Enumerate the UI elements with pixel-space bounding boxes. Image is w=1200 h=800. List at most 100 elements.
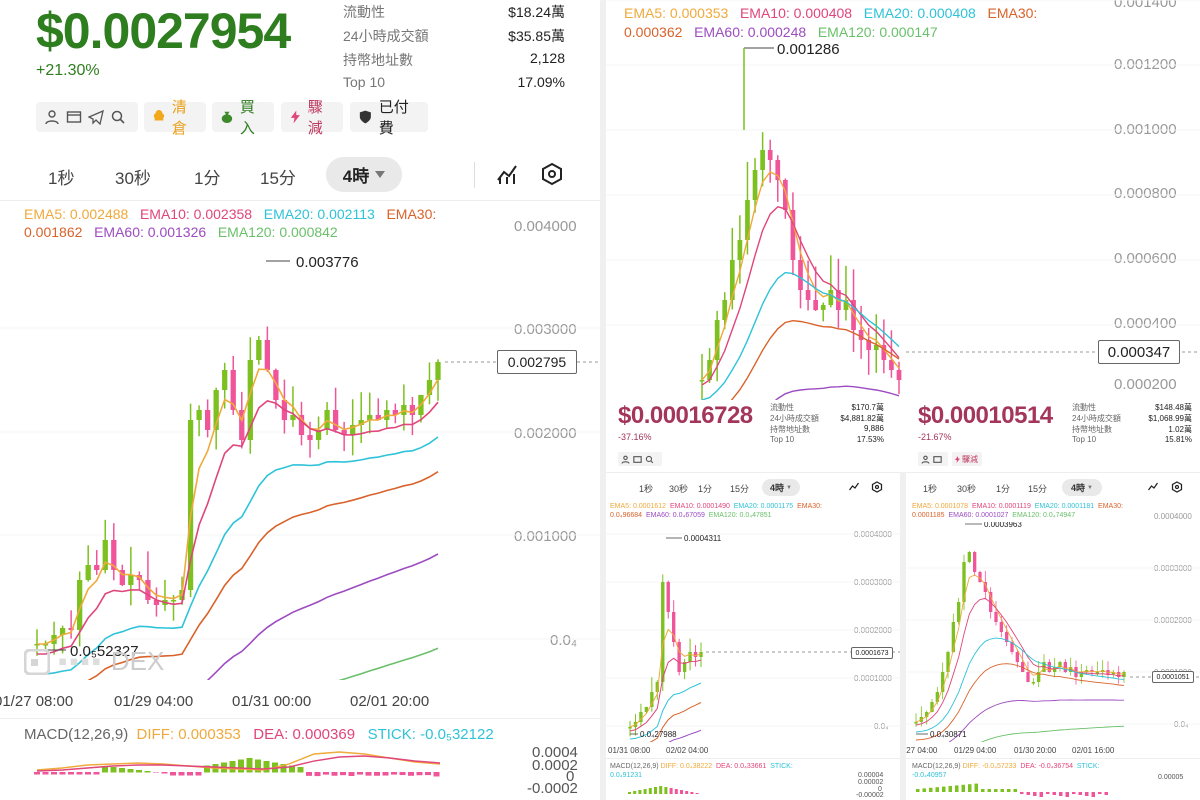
br-tab-1m[interactable]: 1分 (996, 484, 1011, 494)
macd-bar (1039, 792, 1043, 797)
macd-bar (340, 772, 346, 776)
x-tick: 01/27 08:00 (0, 693, 74, 710)
macd-bar (981, 789, 985, 792)
settings-hex-icon[interactable] (540, 162, 564, 186)
mr-dump-button[interactable]: 驟減 (952, 452, 982, 466)
candle-body (896, 370, 902, 380)
bl-tab-30s[interactable]: 30秒 (669, 484, 689, 494)
candle-body (760, 150, 765, 170)
paid-label: 已付費 (378, 99, 409, 137)
br-indicator-icon[interactable] (1147, 481, 1159, 493)
tab-1m[interactable]: 1分 (194, 169, 221, 188)
tr-high-price-label: 0.001286 (777, 41, 840, 58)
main-price: $0.0027954 (36, 3, 291, 59)
br-x-tick: 01/29 04:00 (954, 746, 997, 755)
y-tick: 0.001000 (514, 528, 577, 545)
ema60-line (774, 385, 900, 400)
macd-bar (204, 765, 210, 773)
dump-label: 驟減 (307, 99, 323, 137)
bl-candle-chart[interactable]: 0.0004311 0.0₄27988 (606, 522, 900, 742)
stat-label: 流動性 (770, 403, 794, 412)
search-icon[interactable] (645, 455, 654, 464)
macd-bar (633, 791, 637, 794)
stats-block: 流動性 $18.24萬 24小時成交額 $35.85萬 持幣地址數 2,128 Top… (343, 2, 565, 98)
macd-y-tick: -0.0002 (527, 780, 578, 797)
stat-value: 17.53% (856, 435, 884, 444)
candle-body (873, 345, 879, 350)
candle-body (941, 672, 945, 692)
window-icon[interactable] (633, 455, 642, 464)
panel-divider-2 (900, 472, 906, 800)
br-tab-30s[interactable]: 30秒 (957, 484, 977, 494)
candle-body (187, 420, 194, 590)
macd-bar (1026, 792, 1030, 795)
bl-macd-y-tick: 0.00002 (858, 779, 884, 786)
buy-button[interactable]: 買入 (212, 99, 274, 137)
paid-button[interactable]: 已付費 (350, 99, 428, 137)
clear-button[interactable]: 清倉 (144, 99, 206, 137)
candle-body (714, 320, 720, 360)
br-tab-1s[interactable]: 1秒 (923, 484, 938, 494)
macd-bar (195, 772, 202, 776)
br-ema-legend: EMA5: 0.0001078 EMA10: 0.0001119 EMA20: … (912, 502, 1200, 520)
macd-legend: MACD(12,26,9) DIFF: 0.000353 DEA: 0.0003… (24, 726, 494, 743)
macd-bar (433, 772, 440, 777)
ema60-line (948, 699, 1124, 742)
money-bag-icon (221, 111, 233, 124)
mr-price: $0.00010514 (918, 402, 1053, 429)
tab-1s[interactable]: 1秒 (48, 169, 75, 188)
main-candle-chart[interactable]: 0.003776 0.0₅52327 (0, 240, 600, 680)
user-icon[interactable] (621, 455, 630, 464)
indicator-icon[interactable] (495, 162, 519, 186)
candle-body (145, 580, 151, 600)
br-candle-chart[interactable]: 0.0003963 0.0₄30871 (906, 522, 1200, 742)
tab-30s[interactable]: 30秒 (115, 169, 151, 188)
candle-body (239, 410, 245, 440)
br-ema30: EMA30: (1098, 503, 1123, 510)
bl-tab-15m[interactable]: 15分 (730, 484, 750, 494)
ema30-line (649, 702, 702, 742)
dump-button[interactable]: 驟減 (281, 99, 343, 137)
candle-body (843, 300, 849, 310)
stat-label: Top 10 (1072, 435, 1097, 444)
candle-body (1090, 670, 1094, 672)
window-icon[interactable] (66, 109, 82, 125)
bl-settings-hex-icon[interactable] (871, 481, 883, 493)
ema60-line (206, 553, 439, 680)
user-icon[interactable] (921, 455, 930, 464)
bl-high-price-label: 0.0004311 (684, 534, 722, 543)
stat-value: $1,068.99萬 (1148, 414, 1192, 423)
bl-indicator-icon[interactable] (848, 481, 860, 493)
tab-15m[interactable]: 15分 (260, 169, 296, 188)
tab-4h-dropdown[interactable]: 4時 (326, 157, 402, 192)
macd-bar (85, 772, 91, 775)
bl-tab-1m[interactable]: 1分 (698, 484, 713, 494)
bl-tab-4h-dropdown[interactable]: 4時 ▼ (762, 479, 800, 496)
lightning-icon (955, 455, 960, 463)
bl-ema-legend: EMA5: 0.0001612 EMA10: 0.0001490 EMA20: … (610, 502, 900, 520)
macd-bar (51, 772, 57, 775)
ema30-label: EMA30: (386, 206, 437, 222)
macd-bar (695, 793, 699, 794)
macd-bar (229, 761, 236, 773)
social-links (36, 102, 138, 132)
candle-body (666, 582, 670, 612)
window-icon[interactable] (933, 455, 942, 464)
search-icon[interactable] (110, 109, 126, 125)
ema30-line (915, 663, 1125, 741)
br-tab-15m[interactable]: 15分 (1028, 484, 1048, 494)
bl-ema60: EMA60: 0.0₄67059 (645, 512, 705, 519)
user-icon[interactable] (44, 109, 60, 125)
candle-body (737, 240, 743, 260)
telegram-icon[interactable] (88, 109, 104, 125)
bl-tab-1s[interactable]: 1秒 (639, 484, 654, 494)
bl-ema120: EMA120: 0.0₄47851 (708, 512, 772, 519)
ema30-line (730, 319, 900, 400)
top-right-candle-chart[interactable]: 0.001286 (606, 0, 1200, 400)
ema10-line (701, 206, 900, 386)
mr-stats: 流動性 $148.48萬 24小時成交額 $1,068.99萬 持幣地址數 1.02萬… (1072, 402, 1192, 446)
chef-hat-icon (153, 110, 165, 121)
candle-body (1047, 662, 1051, 672)
br-tab-4h-dropdown[interactable]: 4時 ▼ (1062, 479, 1102, 496)
br-settings-hex-icon[interactable] (1171, 481, 1183, 493)
